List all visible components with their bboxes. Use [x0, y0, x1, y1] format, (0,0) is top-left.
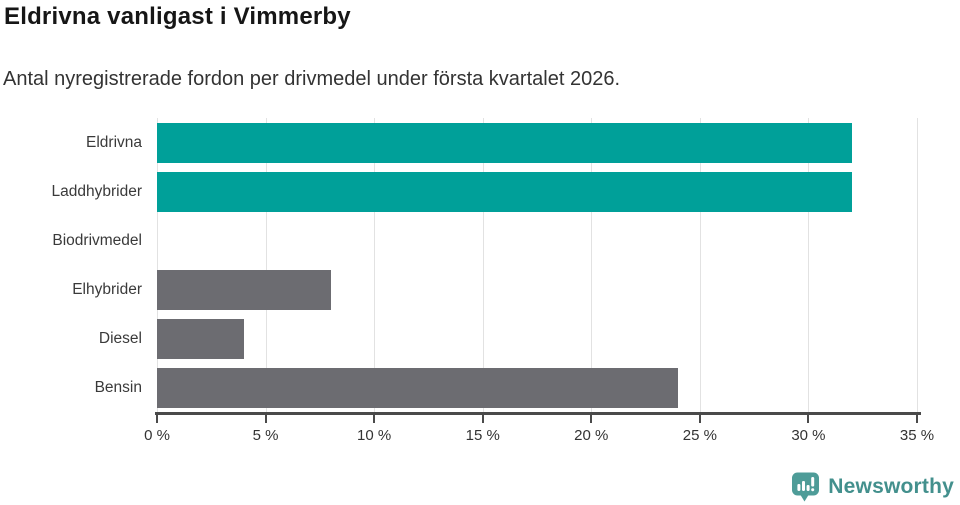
bar-eldrivna	[157, 122, 852, 163]
x-tick-label: 35 %	[899, 427, 935, 444]
x-tick-label: 15 %	[465, 427, 500, 444]
category-label: Eldrivna	[86, 133, 142, 151]
x-tick-mark	[264, 415, 267, 423]
bar-laddhybrider	[157, 171, 852, 212]
x-tick-label: 5 %	[252, 427, 279, 444]
newsworthy-logo-text: Newsworthy	[828, 475, 954, 498]
gridline	[699, 118, 701, 413]
gridline	[808, 118, 810, 413]
gridline	[157, 118, 158, 413]
x-tick-mark	[916, 415, 918, 423]
x-tick-label: 10 %	[357, 427, 392, 444]
x-tick-mark	[807, 415, 810, 423]
x-tick-mark	[590, 415, 593, 423]
x-tick-mark	[373, 415, 376, 423]
x-tick-label: 20 %	[574, 427, 609, 444]
category-axis: Eldrivna Laddhybrider Biodrivmedel Elhybrid…	[0, 118, 142, 413]
bar-elhybrider	[157, 270, 331, 311]
bar-diesel	[157, 319, 244, 360]
gridline	[482, 118, 484, 413]
chart-title: Eldrivna vanligast i Vimmerby	[4, 3, 351, 30]
category-label: Diesel	[98, 330, 142, 348]
newsworthy-logo-icon	[792, 472, 820, 502]
gridline	[917, 118, 918, 413]
x-tick-label: 25 %	[682, 427, 717, 444]
chart-subtitle: Antal nyregistrerade fordon per drivmede…	[3, 68, 621, 90]
x-tick-label: 0 %	[144, 427, 170, 444]
x-tick-label: 30 %	[791, 427, 826, 444]
gridline	[265, 118, 267, 413]
x-tick-mark	[698, 415, 701, 423]
x-tick-mark	[481, 415, 484, 423]
x-tick-mark	[156, 415, 158, 423]
newsworthy-logo: Newsworthy	[791, 472, 954, 502]
category-label: Laddhybrider	[51, 182, 142, 200]
plot-area	[157, 118, 918, 413]
x-axis-line	[155, 412, 921, 415]
category-label: Biodrivmedel	[52, 231, 142, 249]
gridline	[591, 118, 593, 413]
x-axis: 0 % 5 % 10 % 15 % 20 % 25 % 30 % 35 %	[144, 415, 934, 455]
gridline	[374, 118, 376, 413]
category-label: Elhybrider	[72, 281, 142, 299]
bar-bensin	[157, 368, 679, 409]
category-label: Bensin	[94, 379, 142, 397]
